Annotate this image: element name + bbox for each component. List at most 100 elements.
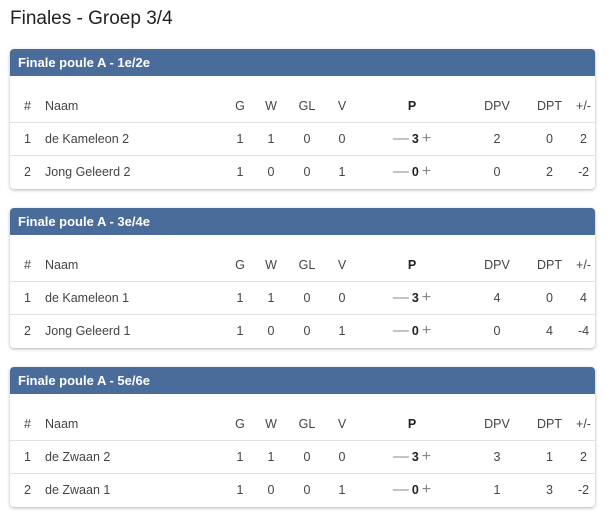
column-header[interactable]: #: [24, 257, 31, 272]
cell-value: 1: [338, 165, 346, 180]
column-header[interactable]: V: [337, 257, 347, 272]
cell-value: 1: [338, 483, 346, 498]
cell-value: 0: [546, 132, 553, 146]
column-header[interactable]: GL: [298, 98, 316, 113]
cell-value: 1: [493, 483, 501, 498]
column-header[interactable]: DPT: [537, 257, 562, 272]
column-header[interactable]: Naam: [45, 98, 79, 113]
cell-value: 1: [236, 450, 244, 464]
cell-value: 1: [24, 450, 31, 464]
cell-value: 3: [546, 483, 553, 498]
minus-icon[interactable]: —: [392, 448, 409, 465]
points-value: 0: [411, 483, 419, 498]
column-header[interactable]: +/-: [576, 257, 591, 272]
cell-value: 0: [338, 132, 346, 146]
points-value: 3: [411, 450, 419, 464]
header-row: # Naam G W GL V P DPV DPT +/-: [10, 407, 595, 441]
minus-icon[interactable]: —: [392, 130, 409, 147]
plus-icon[interactable]: +: [421, 448, 432, 465]
cell-value: 0: [303, 291, 311, 305]
cell-value: 1: [236, 165, 244, 180]
cell-value: -2: [577, 165, 590, 180]
cell-value: 4: [546, 324, 553, 339]
cell-value: 0: [493, 324, 501, 339]
team-name: de Zwaan 1: [45, 483, 111, 498]
standings-table: # Naam G W GL V P DPV DPT +/- 1 de Kameleon 2 1 1 0 0—3…: [10, 89, 595, 189]
minus-icon[interactable]: —: [392, 322, 409, 340]
team-name: de Zwaan 2: [45, 450, 111, 464]
column-header[interactable]: W: [265, 416, 277, 431]
cell-value: 1: [236, 291, 244, 305]
cell-value: 1: [546, 450, 553, 464]
points-value: 3: [411, 291, 419, 305]
cell-value: 2: [24, 483, 31, 498]
cell-value: 1: [236, 483, 244, 498]
column-header[interactable]: V: [337, 98, 347, 113]
team-name: Jong Geleerd 2: [45, 165, 131, 180]
cell-value: 1: [267, 450, 275, 464]
plus-icon[interactable]: +: [421, 163, 432, 181]
column-header[interactable]: GL: [298, 416, 316, 431]
table-row: 1 de Kameleon 1 1 1 0 0 —3 +4 0 4: [10, 281, 595, 315]
points-value: 0: [411, 165, 419, 180]
column-header[interactable]: DPT: [537, 98, 562, 113]
table-row: 1 de Kameleon 2 1 1 0 0 —3 +2 0 2: [10, 122, 595, 156]
header-row: # Naam G W GL V P DPV DPT +/-: [10, 248, 595, 282]
cell-value: -2: [577, 483, 590, 498]
cell-value: 0: [267, 324, 275, 339]
cell-value: 1: [236, 324, 244, 339]
team-name: de Kameleon 2: [45, 132, 130, 146]
column-header[interactable]: +/-: [576, 416, 591, 431]
standings-table: # Naam G W GL V P DPV DPT +/- 1 de Zwaan 2 1 1 0 0—3 +3 1…: [10, 407, 595, 507]
cell-value: 0: [267, 483, 275, 498]
column-header[interactable]: V: [337, 416, 347, 431]
plus-icon[interactable]: +: [421, 130, 432, 147]
cell-value: 1: [338, 324, 346, 339]
column-header[interactable]: Naam: [45, 257, 79, 272]
minus-icon[interactable]: —: [392, 163, 409, 181]
plus-icon[interactable]: +: [421, 481, 432, 499]
plus-icon[interactable]: +: [421, 289, 432, 306]
cell-value: 2: [580, 132, 587, 146]
header-row: # Naam G W GL V P DPV DPT +/-: [10, 89, 595, 123]
plus-icon[interactable]: +: [421, 322, 432, 340]
cell-value: 1: [267, 132, 275, 146]
column-header[interactable]: P: [407, 98, 417, 113]
table-row: 2 Jong Geleerd 2 1 0 0 1—0 +0 2 -2: [10, 155, 595, 189]
column-header[interactable]: +/-: [576, 98, 591, 113]
minus-icon[interactable]: —: [392, 289, 409, 306]
column-header[interactable]: GL: [298, 257, 316, 272]
cell-value: 0: [303, 450, 311, 464]
cell-value: 0: [546, 291, 553, 305]
column-header[interactable]: DPV: [484, 416, 510, 431]
column-header[interactable]: W: [265, 257, 277, 272]
column-header[interactable]: DPV: [484, 257, 510, 272]
cell-value: 0: [267, 165, 275, 180]
page-title: Finales - Groep 3/4: [10, 8, 173, 29]
column-header[interactable]: DPT: [537, 416, 562, 431]
cell-value: 2: [24, 165, 31, 180]
column-header[interactable]: P: [407, 416, 417, 431]
column-header[interactable]: G: [235, 416, 245, 431]
cell-value: 2: [493, 132, 501, 146]
column-header[interactable]: P: [407, 257, 417, 272]
cell-value: 0: [338, 450, 346, 464]
table-row: 2 de Zwaan 1 1 0 0 1—0 +1 3 -2: [10, 473, 595, 507]
column-header[interactable]: Naam: [45, 416, 79, 431]
standings-card: Finale poule A - 3e/4e # Naam G W GL V P DPV DPT +…: [10, 208, 595, 348]
column-header[interactable]: G: [235, 98, 245, 113]
column-header[interactable]: G: [235, 257, 245, 272]
team-name: Jong Geleerd 1: [45, 324, 131, 339]
cell-value: 0: [303, 165, 311, 180]
cell-value: 2: [580, 450, 587, 464]
table-row: 2 Jong Geleerd 1 1 0 0 1—0 +0 4 -4: [10, 314, 595, 348]
column-header[interactable]: DPV: [484, 98, 510, 113]
column-header[interactable]: #: [24, 416, 31, 431]
card-title: Finale poule A - 1e/2e: [10, 49, 595, 76]
team-name: de Kameleon 1: [45, 291, 130, 305]
column-header[interactable]: #: [24, 98, 31, 113]
cell-value: 2: [546, 165, 553, 180]
cell-value: 4: [580, 291, 587, 305]
minus-icon[interactable]: —: [392, 481, 409, 499]
column-header[interactable]: W: [265, 98, 277, 113]
